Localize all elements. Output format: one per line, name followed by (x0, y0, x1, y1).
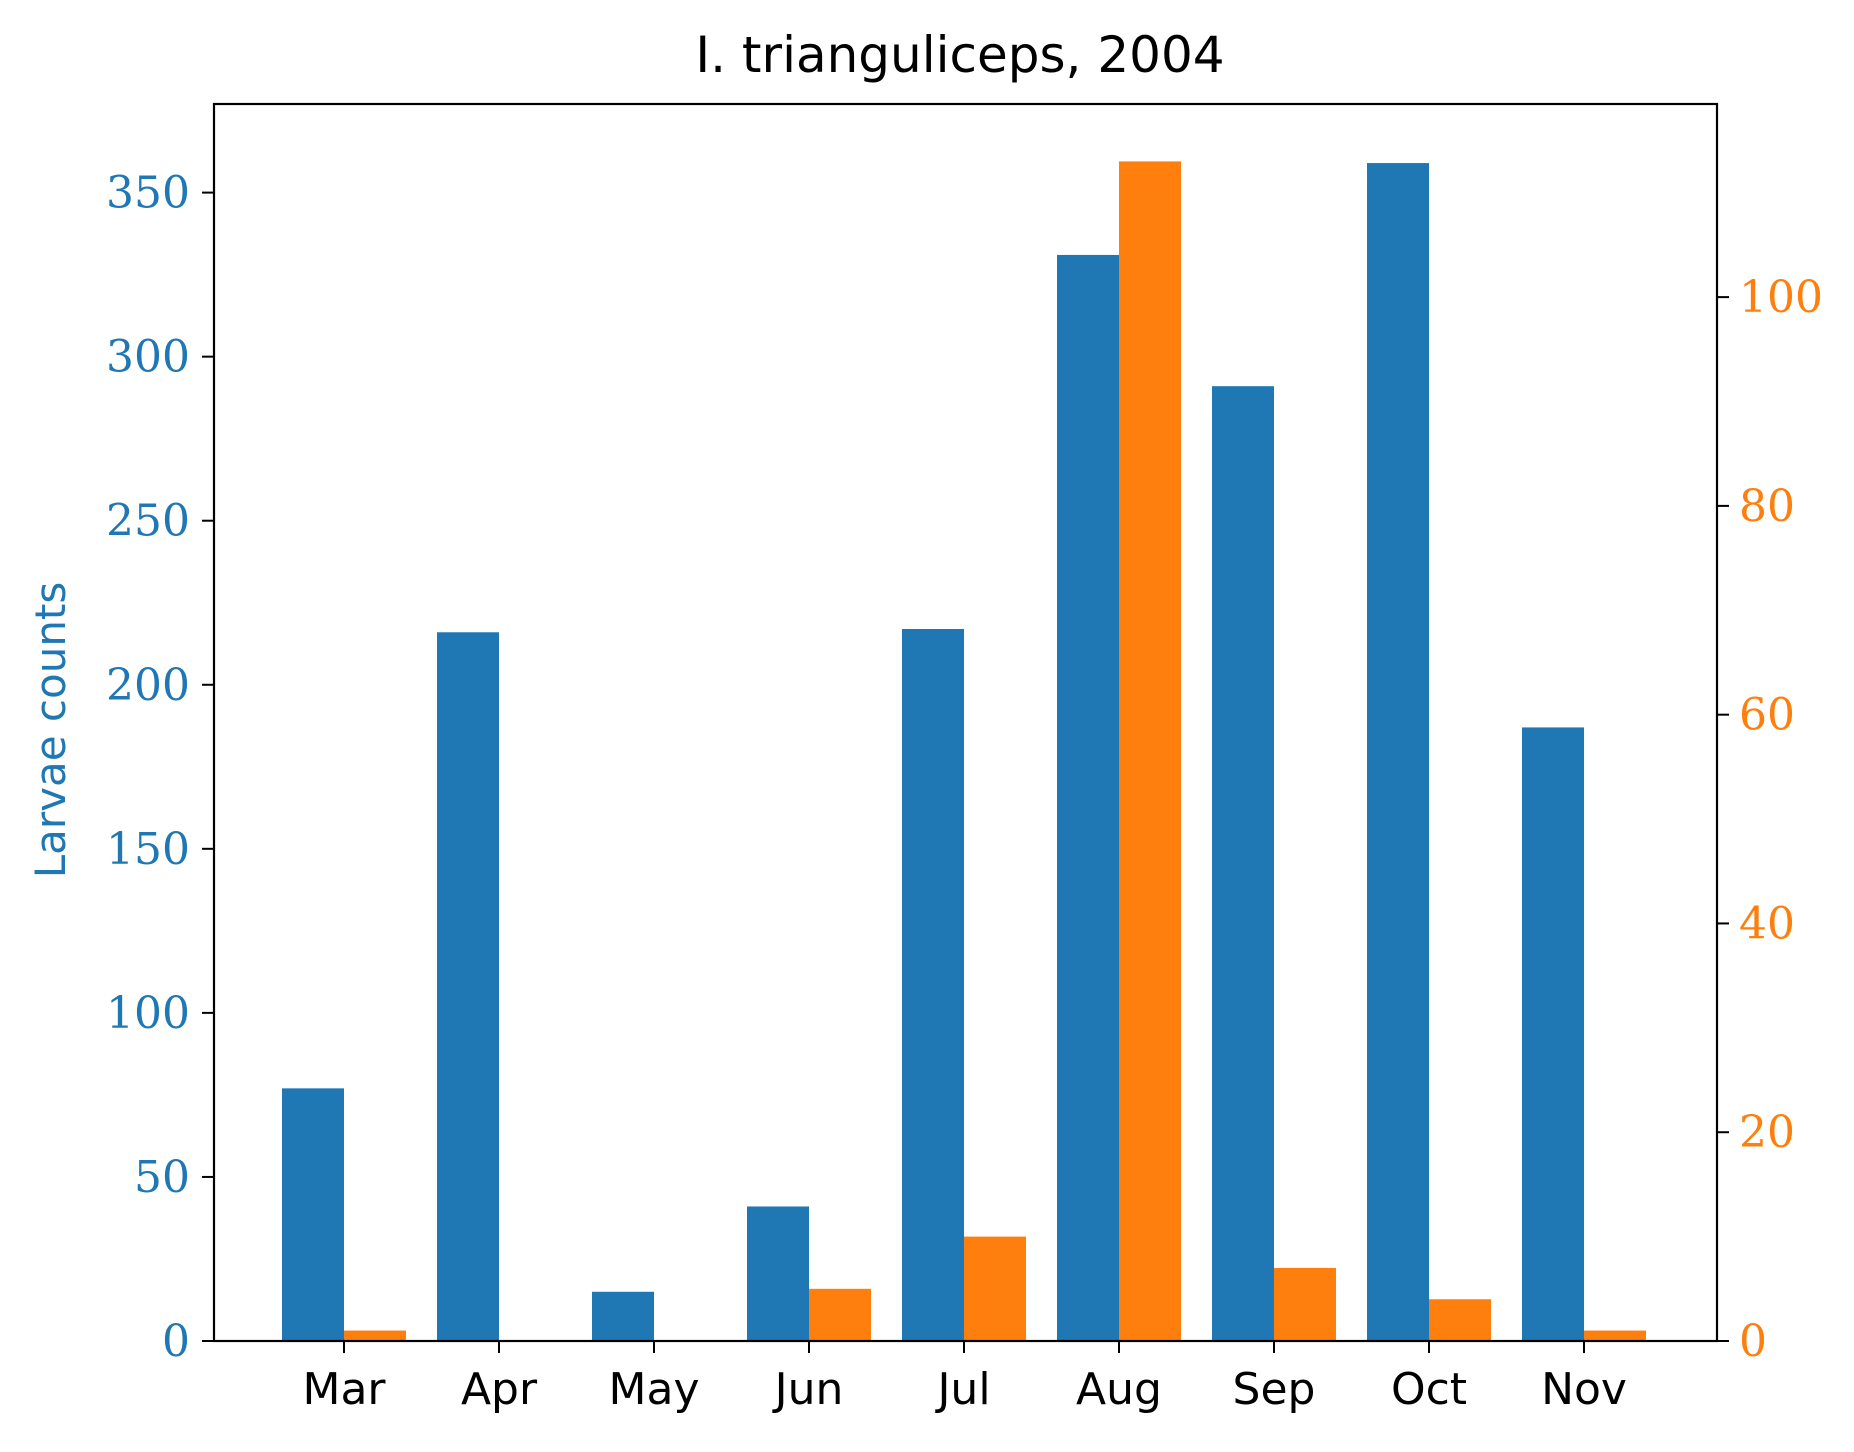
bar-right-jul (964, 1236, 1026, 1341)
x-tick-label: Apr (461, 1364, 538, 1415)
chart-title: I. trianguliceps, 2004 (695, 26, 1224, 84)
y-tick-label-right: 20 (1739, 1107, 1795, 1158)
bar-left-may (592, 1291, 654, 1341)
y-tick-label-left: 200 (106, 660, 190, 711)
y-tick-label-right: 80 (1739, 481, 1795, 532)
y-tick-label-left: 50 (134, 1152, 190, 1203)
bars-layer (282, 161, 1646, 1342)
bar-right-aug (1119, 161, 1181, 1342)
plot-frame (212, 102, 1719, 1343)
bar-left-mar (282, 1088, 344, 1341)
y-tick-label-right: 60 (1739, 690, 1795, 741)
y-tick-label-left: 150 (106, 824, 190, 875)
bar-left-jul (902, 628, 964, 1341)
y-tick-label-left: 250 (106, 496, 190, 547)
bar-left-sep (1212, 386, 1274, 1341)
bar-left-jun (747, 1206, 809, 1341)
bar-right-jun (809, 1288, 871, 1341)
x-tick-label: Sep (1233, 1364, 1316, 1415)
x-tick-label: Jun (772, 1364, 844, 1415)
y-tick-label-left: 0 (162, 1316, 190, 1367)
x-tick-label: Jul (934, 1364, 990, 1415)
bar-left-oct (1367, 163, 1429, 1341)
y-tick-label-right: 0 (1739, 1316, 1767, 1367)
x-tick-label: Nov (1541, 1364, 1627, 1415)
y-tick-label-left: 100 (106, 988, 190, 1039)
y-tick-label-right: 40 (1739, 898, 1795, 949)
x-tick-label: Oct (1391, 1364, 1467, 1415)
bar-right-sep (1274, 1267, 1336, 1341)
bar-left-nov (1522, 727, 1584, 1341)
bar-right-nov (1584, 1330, 1646, 1341)
y-tick-label-left: 350 (106, 168, 190, 219)
x-tick-label: Aug (1076, 1364, 1162, 1415)
x-tick-label: May (609, 1364, 700, 1415)
bar-left-aug (1057, 254, 1119, 1341)
y-tick-label-right: 100 (1739, 272, 1823, 323)
y-axis-label: Larvae counts (26, 582, 75, 879)
y-tick-label-left: 300 (106, 332, 190, 383)
bar-left-apr (437, 632, 499, 1341)
bar-right-mar (344, 1330, 406, 1341)
bar-right-oct (1429, 1299, 1491, 1341)
axes-layer: Mar Apr May Jun Jul Aug Sep Oct Nov0501001502002… (106, 102, 1823, 1415)
x-tick-label: Mar (302, 1364, 386, 1415)
